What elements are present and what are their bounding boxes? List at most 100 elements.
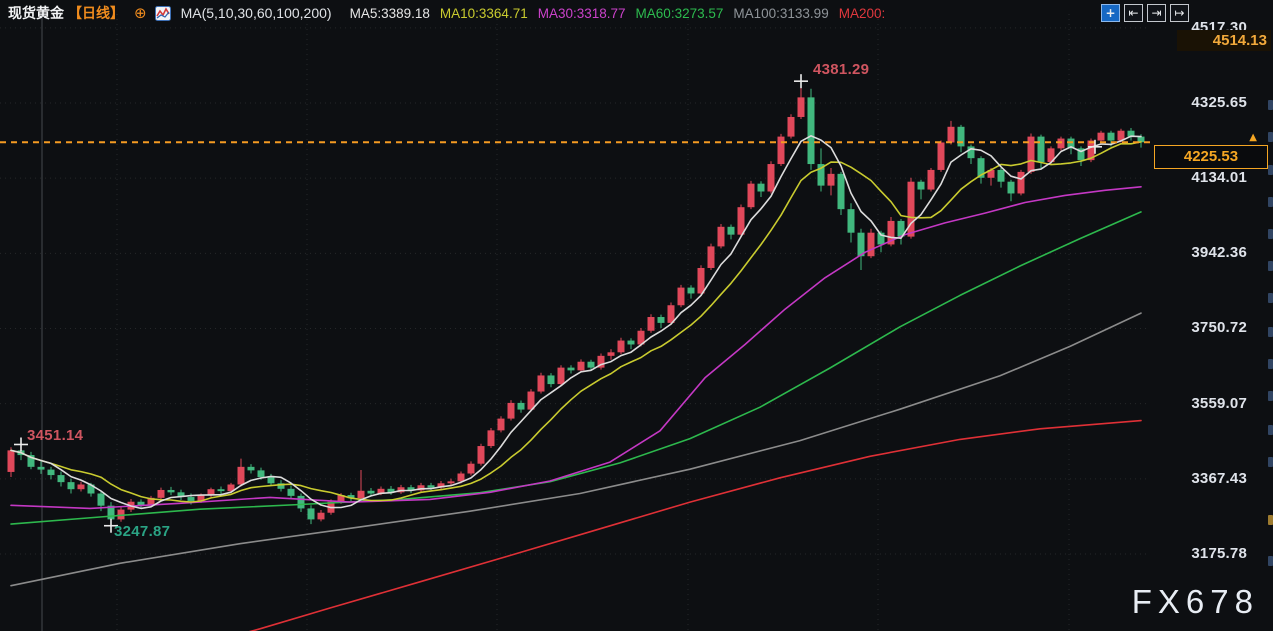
candle bbox=[587, 361, 595, 368]
candle bbox=[307, 508, 315, 520]
candle bbox=[827, 173, 835, 186]
crosshair-tool-button[interactable]: + bbox=[1101, 4, 1120, 22]
candle bbox=[177, 492, 185, 498]
candle bbox=[47, 469, 55, 476]
candle bbox=[1107, 132, 1115, 141]
candle bbox=[557, 367, 565, 385]
candle bbox=[667, 305, 675, 323]
candle bbox=[27, 455, 35, 467]
candle bbox=[377, 488, 385, 494]
candle bbox=[487, 430, 495, 447]
candle bbox=[57, 475, 65, 483]
candle bbox=[637, 330, 645, 345]
candle bbox=[467, 463, 475, 474]
chart-header: 现货黄金 【日线】 ⊕ MA(5,10,30,60,100,200) MA5:33… bbox=[0, 0, 1273, 26]
axis-tick-label: 3367.43 bbox=[1191, 469, 1247, 487]
candle bbox=[1027, 136, 1035, 172]
ma-value-ma30: MA30:3318.77 bbox=[537, 6, 626, 21]
candle bbox=[717, 226, 725, 247]
candle bbox=[1007, 181, 1015, 194]
candle bbox=[917, 181, 925, 190]
candle bbox=[117, 509, 125, 520]
candle bbox=[627, 340, 635, 345]
clipped-glyph-fragment bbox=[1268, 327, 1273, 337]
ma-value-ma60: MA60:3273.57 bbox=[635, 6, 724, 21]
candle bbox=[757, 183, 765, 192]
clipped-glyph-fragment bbox=[1268, 425, 1273, 435]
ma-formula-label: MA(5,10,30,60,100,200) bbox=[180, 5, 332, 21]
candle bbox=[427, 485, 435, 488]
candle bbox=[1127, 130, 1135, 137]
candle bbox=[947, 126, 955, 143]
scale-left-tool-button[interactable]: ⇤ bbox=[1124, 4, 1143, 22]
clipped-glyph-fragment bbox=[1268, 229, 1273, 239]
price-annotation: 4381.29 bbox=[813, 61, 870, 78]
axis-tick-label: 3750.72 bbox=[1191, 319, 1247, 337]
candle bbox=[447, 481, 455, 484]
clipped-glyph-fragment bbox=[1268, 359, 1273, 369]
candle bbox=[477, 446, 485, 464]
candle bbox=[617, 340, 625, 353]
scale-right-tool-button[interactable]: ⇥ bbox=[1147, 4, 1166, 22]
price-annotation: 3247.87 bbox=[114, 523, 171, 540]
candle bbox=[157, 489, 165, 498]
clipped-glyph-fragment bbox=[1268, 261, 1273, 271]
candle bbox=[1137, 136, 1145, 143]
candle bbox=[507, 402, 515, 419]
clipped-glyph-fragment bbox=[1268, 132, 1273, 142]
clipped-glyph-fragment bbox=[1268, 556, 1273, 566]
ma10-line bbox=[10, 141, 1142, 503]
candle bbox=[267, 477, 275, 484]
candle bbox=[147, 497, 155, 506]
candle bbox=[747, 183, 755, 208]
candle bbox=[207, 489, 215, 496]
candle bbox=[1117, 130, 1125, 141]
candle bbox=[997, 169, 1005, 182]
candle bbox=[497, 418, 505, 431]
price-alert-arrow-icon: ▲ bbox=[1249, 132, 1257, 144]
candle bbox=[737, 207, 745, 235]
candle bbox=[877, 232, 885, 245]
clipped-glyph-fragment bbox=[1268, 197, 1273, 207]
add-indicator-button[interactable]: ⊕ bbox=[134, 4, 147, 22]
candle bbox=[907, 181, 915, 237]
candle bbox=[297, 495, 305, 509]
ma30-line bbox=[10, 186, 1142, 510]
candle bbox=[987, 169, 995, 178]
candle bbox=[137, 501, 145, 506]
axis-tick-label: 3942.36 bbox=[1191, 244, 1247, 262]
candle bbox=[1077, 148, 1085, 161]
candle bbox=[227, 484, 235, 492]
timeframe-label: 【日线】 bbox=[68, 5, 124, 21]
candle bbox=[1067, 138, 1075, 149]
candle bbox=[1017, 171, 1025, 194]
axis-tick-label: 3175.78 bbox=[1191, 545, 1247, 562]
candle bbox=[967, 146, 975, 159]
chart-toolbar: + ⇤ ⇥ ↦ bbox=[1101, 4, 1189, 22]
candle bbox=[847, 209, 855, 233]
candle bbox=[607, 352, 615, 356]
candle bbox=[7, 450, 15, 472]
candle bbox=[1037, 136, 1045, 163]
candle bbox=[287, 488, 295, 496]
candle bbox=[817, 164, 825, 186]
pan-right-tool-button[interactable]: ↦ bbox=[1170, 4, 1189, 22]
ma-value-ma200: MA200: bbox=[838, 6, 886, 21]
candle bbox=[1087, 140, 1095, 161]
candle bbox=[547, 375, 555, 385]
candle bbox=[937, 142, 945, 170]
candle bbox=[777, 136, 785, 165]
candle bbox=[527, 391, 535, 410]
candle bbox=[217, 489, 225, 492]
candle bbox=[347, 495, 355, 499]
candle bbox=[317, 512, 325, 520]
candle bbox=[797, 97, 805, 117]
axis-tick-label: 3559.07 bbox=[1191, 394, 1247, 412]
clipped-glyph-fragment bbox=[1268, 457, 1273, 467]
candle bbox=[767, 164, 775, 192]
candle bbox=[537, 375, 545, 392]
ma-value-ma100: MA100:3133.99 bbox=[733, 6, 829, 21]
axis-tick-label: 4325.65 bbox=[1191, 94, 1247, 111]
candle bbox=[197, 495, 205, 501]
